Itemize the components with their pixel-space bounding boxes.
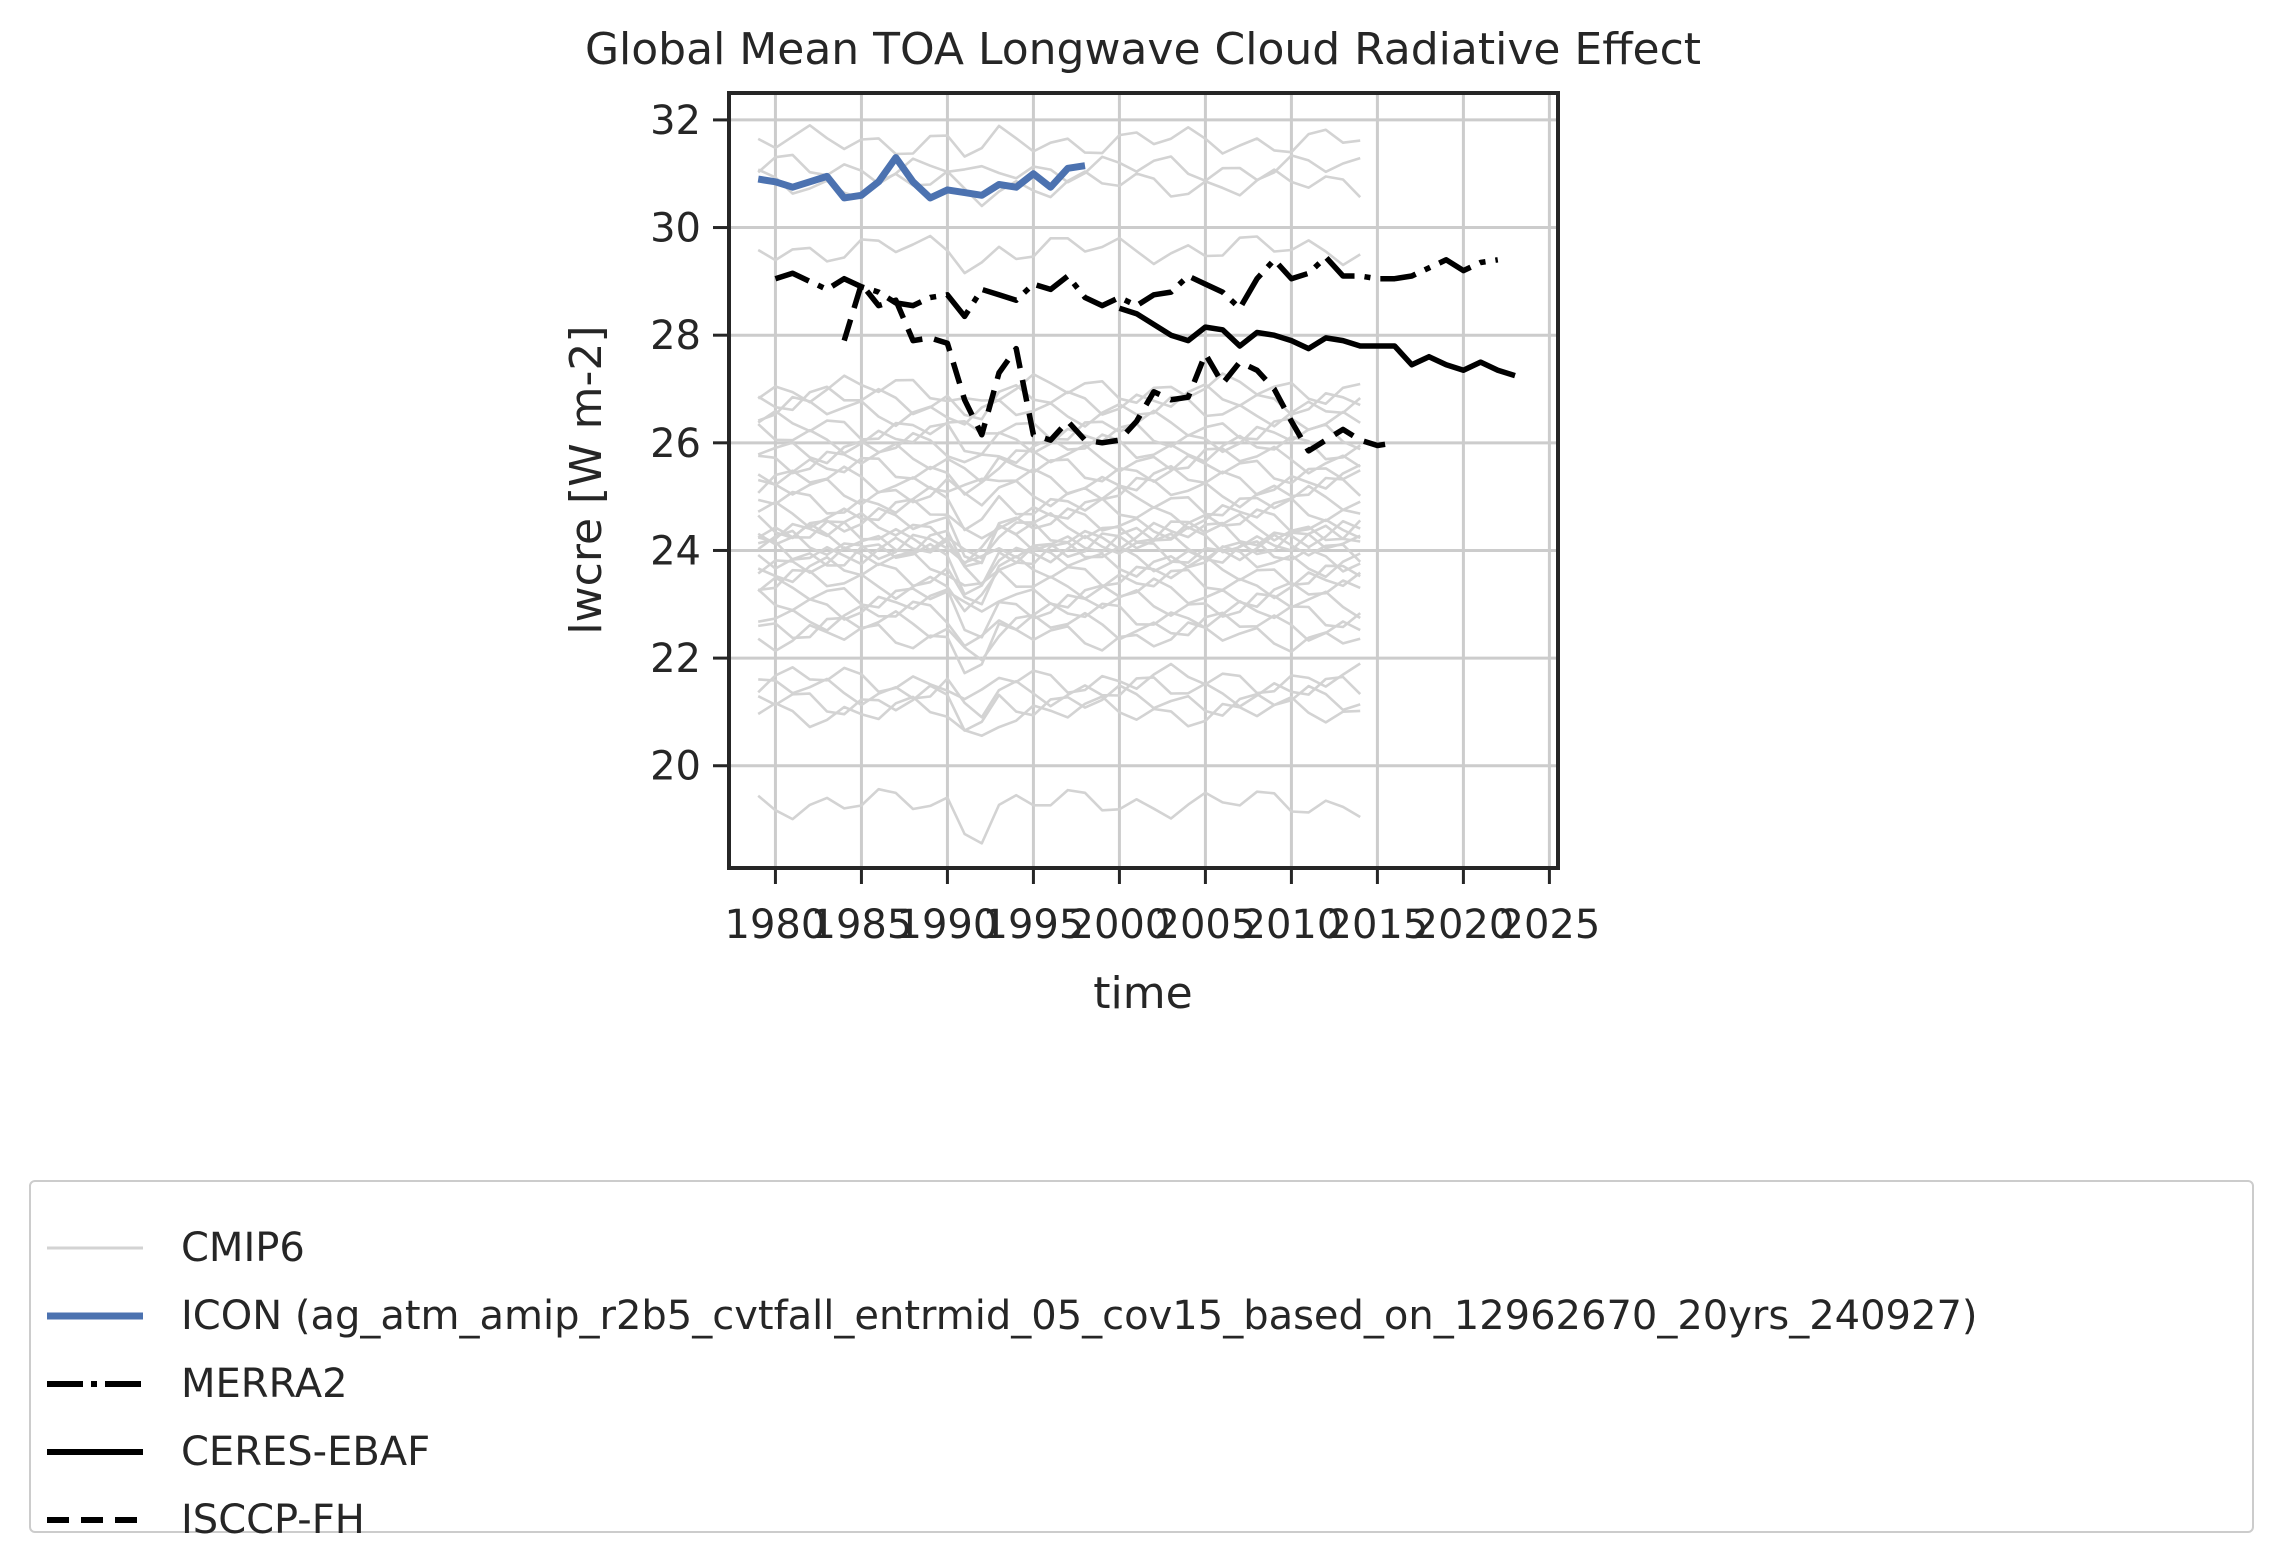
cmip6-member-line xyxy=(757,395,1362,428)
plot-frame xyxy=(727,91,1560,870)
cmip6-member-line xyxy=(757,787,1361,845)
cmip6-member-line xyxy=(757,529,1361,564)
legend-swatch-icon xyxy=(47,1312,143,1320)
y-ticks: 20 22 24 26 28 30 32 xyxy=(650,98,729,790)
legend-label-ceres: CERES-EBAF xyxy=(181,1429,431,1475)
cmip6-member-line xyxy=(757,511,1362,566)
y-tick-label: 26 xyxy=(650,421,701,467)
cmip6-member-line xyxy=(757,506,1361,565)
cmip6-member-line xyxy=(757,234,1361,275)
x-axis-label: time xyxy=(1093,968,1192,1019)
y-tick-label: 32 xyxy=(650,98,701,144)
legend-label-isccp: ISCCP-FH xyxy=(181,1497,365,1543)
x-tick-label: 2025 xyxy=(1499,902,1601,948)
cmip6-member-line xyxy=(757,695,1361,738)
legend-label-cmip6: CMIP6 xyxy=(181,1225,305,1271)
cmip6-lines xyxy=(757,124,1362,845)
y-tick-label: 22 xyxy=(650,636,701,682)
legend-swatch-isccp xyxy=(47,1517,143,1523)
cmip6-member-line xyxy=(758,568,1361,613)
y-tick-label: 28 xyxy=(650,313,701,359)
y-tick-label: 24 xyxy=(650,528,701,574)
x-tick-label: 1980 xyxy=(725,902,827,948)
series-lines xyxy=(757,154,1516,454)
cmip6-member-line xyxy=(757,588,1361,639)
cmip6-member-line xyxy=(757,463,1361,497)
cmip6-member-line xyxy=(757,422,1361,456)
cmip6-member-line xyxy=(757,599,1362,648)
cmip6-member-line xyxy=(757,124,1361,158)
series-line-isccp-fh xyxy=(841,281,1396,454)
y-tick-label: 20 xyxy=(650,744,701,790)
cmip6-member-line xyxy=(757,554,1361,606)
legend-swatch-merra2 xyxy=(47,1381,143,1387)
x-tick-label: 2020 xyxy=(1413,902,1515,948)
cmip6-member-line xyxy=(757,621,1361,675)
cmip6-member-line xyxy=(758,609,1361,662)
cmip6-member-line xyxy=(757,409,1361,441)
cmip6-member-line xyxy=(757,662,1361,701)
cmip6-member-line xyxy=(757,372,1361,406)
cmip6-member-line xyxy=(757,545,1361,587)
cmip6-member-line xyxy=(757,484,1361,532)
x-tick-label: 2010 xyxy=(1241,902,1343,948)
x-tick-label: 2015 xyxy=(1327,902,1429,948)
series-line-icon xyxy=(757,154,1086,202)
x-tick-label: 2005 xyxy=(1155,902,1257,948)
cmip6-member-line xyxy=(757,522,1361,568)
x-tick-label: 1985 xyxy=(811,902,913,948)
x-tick-label: 1990 xyxy=(897,902,999,948)
cmip6-member-line xyxy=(757,476,1362,509)
series-line-ceres-ebaf xyxy=(1118,305,1516,379)
legend-swatch-cmip6 xyxy=(47,1246,143,1250)
cmip6-member-line xyxy=(757,533,1362,587)
chart: Global Mean TOA Longwave Cloud Radiative… xyxy=(561,24,1701,1019)
x-tick-label: 1995 xyxy=(983,902,1085,948)
cmip6-member-line xyxy=(757,454,1361,496)
chart-title: Global Mean TOA Longwave Cloud Radiative… xyxy=(585,24,1701,75)
legend-label-icon: ICON (ag_atm_amip_r2b5_cvtfall_entrmid_0… xyxy=(181,1293,1978,1339)
legend: CMIP6 ICON (ag_atm_amip_r2b5_cvtfall_ent… xyxy=(29,1180,2254,1543)
cmip6-member-line xyxy=(757,382,1361,421)
series-line-merra2 xyxy=(774,254,1499,320)
x-tick-label: 2000 xyxy=(1069,902,1171,948)
grid xyxy=(729,93,1558,868)
cmip6-member-line xyxy=(757,431,1361,465)
legend-swatch-ceres xyxy=(47,1449,143,1455)
cmip6-member-line xyxy=(757,540,1361,596)
y-axis-label: lwcre [W m-2] xyxy=(561,325,612,634)
y-tick-label: 30 xyxy=(650,206,701,252)
cmip6-member-line xyxy=(757,684,1361,732)
legend-label-merra2: MERRA2 xyxy=(181,1361,348,1407)
